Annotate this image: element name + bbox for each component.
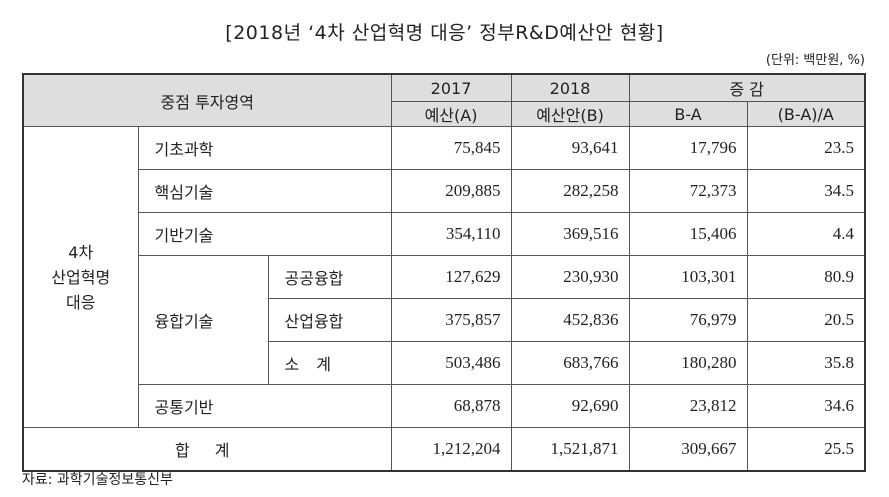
total-2018: 1,521,871	[510, 427, 630, 472]
header-2018-year: 2018	[510, 73, 630, 102]
table-row: 융합기술 공공융합 127,629 230,930 103,301 80.9	[23, 255, 866, 385]
group-line-3: 대응	[66, 292, 96, 312]
cell-rate: 34.5	[746, 169, 866, 213]
row-name: 공공융합	[267, 255, 392, 299]
total-row: 합 계 1,212,204 1,521,871 309,667 25.5	[22, 427, 866, 472]
budget-table: 중점 투자영역 2017 2018 증 감 예산(A) 예산안(B) B-A (…	[22, 73, 867, 472]
cell-rate: 20.5	[746, 298, 866, 342]
cell-2018: 93,641	[510, 126, 630, 170]
cell-diff: 76,979	[628, 298, 748, 342]
total-diff: 309,667	[628, 427, 748, 472]
row-name: 공통기반	[137, 384, 392, 428]
group-label: 4차 산업혁명 대응	[22, 126, 139, 428]
cell-2017: 375,857	[390, 298, 512, 342]
table-row: 소 계 503,486 683,766 180,280 35.8	[23, 341, 866, 385]
cell-2017: 503,486	[390, 341, 512, 385]
cell-2017: 127,629	[390, 255, 512, 299]
table-title: [2018년 ‘4차 산업혁명 대응’ 정부R&D예산안 현황]	[225, 22, 664, 44]
total-rate: 25.5	[746, 427, 866, 472]
header-rate: (B-A)/A	[746, 101, 866, 127]
cell-2018: 92,690	[510, 384, 630, 428]
header-diff: B-A	[628, 101, 748, 127]
cell-2018: 683,766	[510, 341, 630, 385]
table-row: 기반기술 354,110 369,516 15,406 4.4	[23, 212, 866, 256]
cell-rate: 23.5	[746, 126, 866, 170]
table-row: 핵심기술 209,885 282,258 72,373 34.5	[23, 169, 866, 213]
cell-2017: 209,885	[390, 169, 512, 213]
group-line-2: 산업혁명	[51, 267, 111, 287]
group-line-1: 4차	[68, 242, 94, 262]
cell-2018: 369,516	[510, 212, 630, 256]
row-name: 소 계	[267, 341, 392, 385]
cell-2018: 282,258	[510, 169, 630, 213]
header-change: 증 감	[628, 73, 866, 102]
table-row: 4차 산업혁명 대응 기초과학 75,845 93,641 17,796 23.…	[22, 126, 866, 428]
row-name: 기초과학	[137, 126, 392, 170]
cell-diff: 103,301	[628, 255, 748, 299]
unit-note: (단위: 백만원, %)	[765, 53, 865, 68]
row-name: 산업융합	[267, 298, 392, 342]
header-2017-budget: 예산(A)	[390, 101, 512, 127]
cell-diff: 23,812	[628, 384, 748, 428]
cell-2018: 230,930	[510, 255, 630, 299]
cell-diff: 72,373	[628, 169, 748, 213]
row-name: 기반기술	[137, 212, 392, 256]
total-2017: 1,212,204	[390, 427, 512, 472]
cell-2017: 68,878	[390, 384, 512, 428]
cell-rate: 34.6	[746, 384, 866, 428]
header-2018-budget: 예산안(B)	[510, 101, 630, 127]
cell-rate: 80.9	[746, 255, 866, 299]
row-name: 핵심기술	[137, 169, 392, 213]
header-2017-year: 2017	[390, 73, 512, 102]
cell-diff: 15,406	[628, 212, 748, 256]
cell-rate: 4.4	[746, 212, 866, 256]
cell-diff: 180,280	[628, 341, 748, 385]
table-row: 산업융합 375,857 452,836 76,979 20.5	[23, 298, 866, 342]
cell-diff: 17,796	[628, 126, 748, 170]
table-row: 공통기반 68,878 92,690 23,812 34.6	[23, 384, 866, 428]
cell-rate: 35.8	[746, 341, 866, 385]
cell-2018: 452,836	[510, 298, 630, 342]
fusion-label: 융합기술	[137, 255, 269, 385]
total-label: 합 계	[22, 427, 392, 472]
cell-2017: 354,110	[390, 212, 512, 256]
cell-2017: 75,845	[390, 126, 512, 170]
source-note: 자료: 과학기술정보통신부	[22, 472, 173, 488]
header-area: 중점 투자영역	[22, 73, 392, 127]
